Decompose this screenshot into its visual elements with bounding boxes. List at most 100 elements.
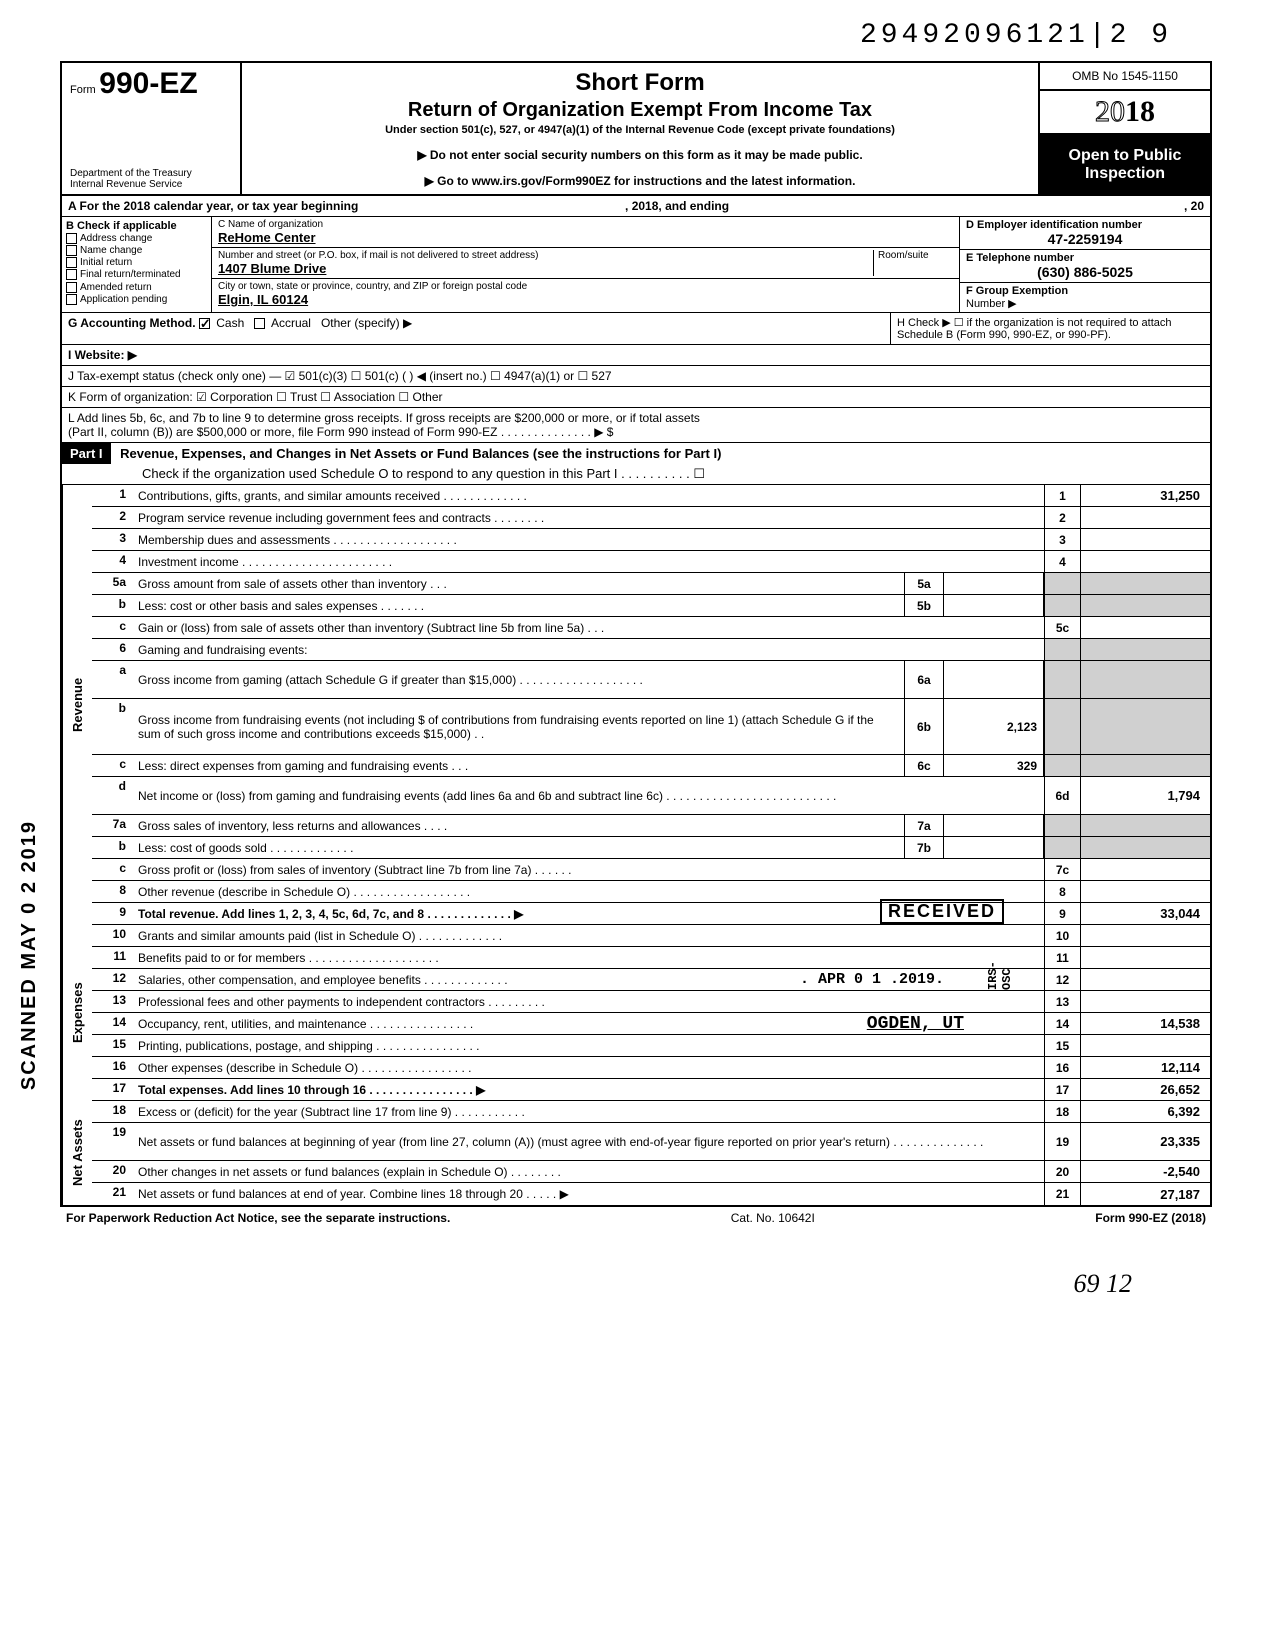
ln7c-num: c — [92, 859, 132, 880]
ln8-amt — [1080, 881, 1210, 902]
ln5b-num: b — [92, 595, 132, 616]
ln5c-desc: Gain or (loss) from sale of assets other… — [132, 617, 1044, 638]
chk-amended[interactable] — [66, 282, 77, 293]
l-line1: L Add lines 5b, 6c, and 7b to line 9 to … — [68, 411, 1204, 425]
ln5c-num: c — [92, 617, 132, 638]
ln7c-amt — [1080, 859, 1210, 880]
ln7a-mn: 7a — [904, 815, 944, 836]
ln7a-desc: Gross sales of inventory, less returns a… — [132, 815, 904, 836]
ln2-amt — [1080, 507, 1210, 528]
ln7b-mv — [944, 837, 1044, 858]
ln20-amt: -2,540 — [1080, 1161, 1210, 1182]
ln6c-mv: 329 — [944, 755, 1044, 776]
ln4-rn: 4 — [1044, 551, 1080, 572]
ln15-rn: 15 — [1044, 1035, 1080, 1056]
row-l: L Add lines 5b, 6c, and 7b to line 9 to … — [62, 408, 1210, 443]
dept-treasury: Department of the Treasury Internal Reve… — [70, 168, 232, 190]
part1-label: Part I — [62, 443, 111, 464]
ln18-num: 18 — [92, 1101, 132, 1122]
chk-initial[interactable] — [66, 257, 77, 268]
ln17-num: 17 — [92, 1079, 132, 1100]
revenue-section: Revenue 1Contributions, gifts, grants, a… — [62, 485, 1210, 925]
part1-header: Part I Revenue, Expenses, and Changes in… — [62, 443, 1210, 485]
row-i: I Website: ▶ — [62, 345, 1210, 366]
ln5a-mv — [944, 573, 1044, 594]
ln9-num: 9 — [92, 903, 132, 924]
ln2-num: 2 — [92, 507, 132, 528]
ln6a-mv — [944, 661, 1044, 698]
chk-address[interactable] — [66, 233, 77, 244]
ln19-rn: 19 — [1044, 1123, 1080, 1160]
ln10-amt — [1080, 925, 1210, 946]
chk-accrual[interactable] — [254, 318, 265, 329]
ln18-rn: 18 — [1044, 1101, 1080, 1122]
ln6a-amt — [1080, 661, 1210, 698]
row-k: K Form of organization: ☑ Corporation ☐ … — [62, 387, 1210, 408]
ln6-rn — [1044, 639, 1080, 660]
side-revenue: Revenue — [62, 485, 92, 925]
ln6d-rn: 6d — [1044, 777, 1080, 814]
chk-cash[interactable] — [199, 318, 210, 329]
ln3-rn: 3 — [1044, 529, 1080, 550]
footer-left: For Paperwork Reduction Act Notice, see … — [66, 1211, 450, 1225]
date-stamp: . APR 0 1 .2019. — [800, 971, 944, 988]
ln19-num: 19 — [92, 1123, 132, 1160]
room-label: Room/suite — [873, 250, 953, 276]
lbl-final: Final return/terminated — [80, 270, 181, 281]
ln2-desc: Program service revenue including govern… — [132, 507, 1044, 528]
form-number: 990-EZ — [99, 67, 197, 100]
d-label: D Employer identification number — [966, 219, 1142, 231]
ln6d-desc: Net income or (loss) from gaming and fun… — [132, 777, 1044, 814]
ln5c-amt — [1080, 617, 1210, 638]
ln15-num: 15 — [92, 1035, 132, 1056]
part1-sub: Check if the organization used Schedule … — [62, 464, 1210, 484]
ln12-desc: Salaries, other compensation, and employ… — [138, 973, 508, 987]
ln20-num: 20 — [92, 1161, 132, 1182]
lbl-name: Name change — [80, 245, 142, 256]
chk-final[interactable] — [66, 269, 77, 280]
row-a-mid: , 2018, and ending — [625, 199, 729, 213]
dept-line1: Department of the Treasury — [70, 168, 232, 179]
ln6a-mn: 6a — [904, 661, 944, 698]
ein-value: 47-2259194 — [966, 231, 1204, 247]
chk-pending[interactable] — [66, 294, 77, 305]
received-stamp: RECEIVED — [880, 899, 1004, 924]
ln5a-num: 5a — [92, 573, 132, 594]
ln11-amt — [1080, 947, 1210, 968]
ln20-desc: Other changes in net assets or fund bala… — [132, 1161, 1044, 1182]
ln11-desc: Benefits paid to or for members . . . . … — [132, 947, 1044, 968]
ln18-amt: 6,392 — [1080, 1101, 1210, 1122]
chk-name[interactable] — [66, 245, 77, 256]
ln6c-mn: 6c — [904, 755, 944, 776]
dept-line2: Internal Revenue Service — [70, 179, 232, 190]
ln6b-num: b — [92, 699, 132, 754]
ln6a-rn — [1044, 661, 1080, 698]
header-mid: Short Form Return of Organization Exempt… — [242, 63, 1040, 194]
col-b-header: B Check if applicable — [66, 220, 207, 232]
ln5a-mn: 5a — [904, 573, 944, 594]
ln9-rn: 9 — [1044, 903, 1080, 924]
ln11-num: 11 — [92, 947, 132, 968]
ln13-amt — [1080, 991, 1210, 1012]
net-assets-section: Net Assets 18Excess or (deficit) for the… — [62, 1101, 1210, 1205]
f-label: F Group Exemption — [966, 285, 1068, 297]
ln10-num: 10 — [92, 925, 132, 946]
ln16-desc: Other expenses (describe in Schedule O) … — [132, 1057, 1044, 1078]
ln11-rn: 11 — [1044, 947, 1080, 968]
ln12-rn: 12 — [1044, 969, 1080, 990]
ln6c-rn — [1044, 755, 1080, 776]
ln5b-desc: Less: cost or other basis and sales expe… — [132, 595, 904, 616]
ln12-amt — [1080, 969, 1210, 990]
city-label: City or town, state or province, country… — [218, 281, 953, 292]
form-prefix: Form — [70, 84, 96, 96]
ln8-rn: 8 — [1044, 881, 1080, 902]
lbl-other: Other (specify) ▶ — [321, 316, 412, 330]
side-expenses: Expenses — [62, 925, 92, 1101]
block-bcdef: B Check if applicable Address change Nam… — [62, 217, 1210, 313]
ln10-rn: 10 — [1044, 925, 1080, 946]
ln5b-mv — [944, 595, 1044, 616]
ln7a-rn — [1044, 815, 1080, 836]
ln5a-rn — [1044, 573, 1080, 594]
ln5b-rn — [1044, 595, 1080, 616]
ln4-amt — [1080, 551, 1210, 572]
